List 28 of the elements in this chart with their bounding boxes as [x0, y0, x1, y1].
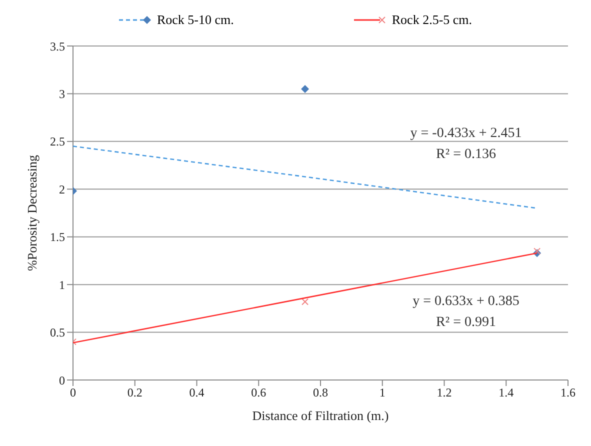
y-tick-label: 1 [59, 278, 65, 292]
y-tick-label: 2 [59, 182, 65, 196]
annotation: R² = 0.991 [436, 315, 496, 330]
x-tick-label: 1.4 [498, 386, 514, 400]
x-tick-label: 1.2 [436, 386, 452, 400]
x-tick-label: 0.8 [313, 386, 328, 400]
x-tick-label: 0 [70, 386, 76, 400]
annotation: y = -0.433x + 2.451 [410, 126, 522, 142]
point [534, 248, 541, 255]
x-tick-label: 0.4 [189, 386, 204, 400]
x-tick-label: 1.6 [560, 386, 576, 400]
legend-label: Rock 2.5-5 cm. [392, 12, 472, 28]
point [302, 298, 309, 306]
point [301, 84, 310, 93]
y-tick-label: 3.5 [50, 39, 65, 54]
x-tick-label: 0.6 [251, 386, 266, 400]
annotation: y = 0.633x + 0.385 [412, 294, 520, 310]
y-tick-label: 3 [59, 86, 65, 101]
x-tick-label: 1 [379, 386, 386, 400]
y-tick-label: 0.5 [50, 326, 65, 340]
y-tick-label: 0 [59, 373, 65, 388]
x-tick-label: 0.2 [127, 386, 142, 400]
y-axis-title: %Porosity Decreasing [24, 154, 40, 271]
legend-label: Rock 5-10 cm. [156, 12, 234, 28]
y-tick-label: 1.5 [50, 230, 65, 244]
annotation: R² = 0.136 [436, 147, 496, 162]
y-tick-label: 2.5 [50, 134, 65, 149]
x-axis-title: Distance of Filtration (m.) [252, 408, 389, 423]
